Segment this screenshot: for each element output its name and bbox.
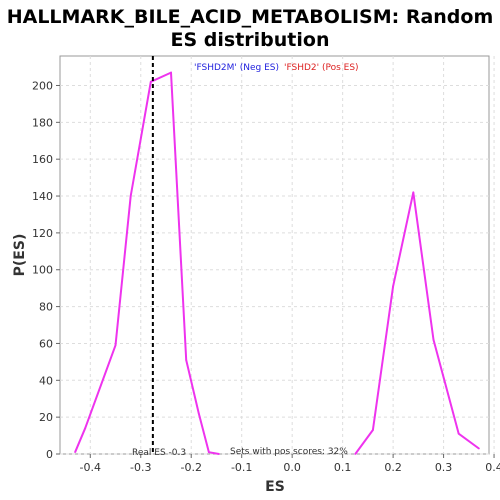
x-tick-label: 0.0 bbox=[283, 461, 301, 474]
density-point bbox=[185, 359, 188, 361]
legend-pos-label: 'FSHD2' (Pos ES) bbox=[284, 63, 359, 73]
density-point bbox=[114, 344, 117, 347]
y-axis-ticks: 0 20 40 60 80 100 120 140 160 180 200 bbox=[32, 79, 60, 461]
y-tick-label: 140 bbox=[32, 190, 53, 203]
density-point bbox=[149, 80, 152, 83]
density-point bbox=[197, 412, 200, 415]
chart-title-line-2: ES distribution bbox=[171, 29, 330, 51]
y-tick-label: 80 bbox=[39, 301, 53, 314]
density-point bbox=[218, 453, 220, 455]
x-tick-label: -0.1 bbox=[231, 461, 252, 474]
pos-scores-annotation: Sets with pos scores: 32% bbox=[230, 447, 348, 457]
density-point bbox=[74, 451, 77, 454]
density-point bbox=[207, 451, 210, 454]
x-axis-label: ES bbox=[265, 479, 285, 495]
density-point bbox=[412, 191, 415, 194]
y-axis-label: P(ES) bbox=[12, 234, 28, 277]
y-tick-label: 60 bbox=[39, 337, 53, 350]
density-point bbox=[354, 453, 357, 455]
density-point bbox=[84, 427, 87, 430]
x-tick-label: -0.2 bbox=[180, 461, 201, 474]
density-point bbox=[478, 447, 480, 450]
density-point bbox=[129, 195, 132, 197]
y-tick-label: 100 bbox=[32, 264, 53, 277]
density-point bbox=[457, 432, 460, 435]
series-layer bbox=[74, 71, 480, 455]
y-tick-label: 20 bbox=[39, 411, 53, 424]
density-point bbox=[170, 71, 172, 74]
x-tick-label: -0.4 bbox=[80, 461, 101, 474]
x-tick-label: 0.4 bbox=[485, 461, 500, 474]
y-tick-label: 200 bbox=[32, 79, 53, 92]
legend-neg-label: 'FSHD2M' (Neg ES) bbox=[194, 63, 279, 73]
x-tick-label: 0.1 bbox=[334, 461, 352, 474]
density-point bbox=[432, 338, 435, 341]
y-tick-label: 40 bbox=[39, 374, 53, 387]
x-tick-label: -0.3 bbox=[130, 461, 151, 474]
density-point bbox=[392, 285, 395, 288]
y-tick-label: 160 bbox=[32, 153, 53, 166]
density-line bbox=[74, 71, 220, 455]
x-tick-label: 0.3 bbox=[435, 461, 453, 474]
legend: 'FSHD2M' (Neg ES) 'FSHD2' (Pos ES) bbox=[194, 63, 359, 73]
x-tick-label: 0.2 bbox=[384, 461, 402, 474]
chart-title-line-1: HALLMARK_BILE_ACID_METABOLISM: Random bbox=[7, 6, 494, 28]
y-tick-label: 180 bbox=[32, 116, 53, 129]
density-point bbox=[372, 429, 374, 431]
plot-area bbox=[59, 55, 495, 455]
real-es-annotation: Real ES -0.3 bbox=[132, 448, 186, 458]
grid-lines bbox=[60, 56, 495, 455]
y-tick-label: 0 bbox=[46, 448, 53, 461]
y-tick-label: 120 bbox=[32, 227, 53, 240]
x-axis-ticks: -0.4 -0.3 -0.2 -0.1 0.0 0.1 0.2 0.3 0.4 bbox=[80, 454, 500, 474]
plot-frame bbox=[59, 55, 490, 455]
